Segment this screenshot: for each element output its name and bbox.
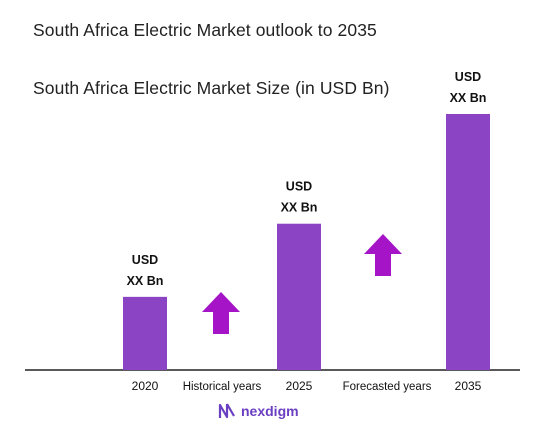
x-tick-label-2035: 2035 xyxy=(455,379,482,393)
data-label-2035-line1: USD xyxy=(455,70,481,84)
bar-2025 xyxy=(277,223,321,370)
data-label-2020-line2: XX Bn xyxy=(127,274,164,288)
x-tick-label-2020: 2020 xyxy=(132,379,159,393)
trend-arrow-up-icon xyxy=(202,292,240,334)
trend-arrow-up-icon xyxy=(364,234,402,276)
data-label-2025-line1: USD xyxy=(286,180,312,194)
brand-name: nexdigm xyxy=(241,403,299,419)
brand-logo: nexdigm xyxy=(217,402,299,420)
period-label-2: Forecasted years xyxy=(343,381,432,393)
period-label-1: Historical years xyxy=(183,381,262,393)
x-tick-label-2025: 2025 xyxy=(286,379,313,393)
data-label-2035-line2: XX Bn xyxy=(450,91,487,105)
chart-title: South Africa Electric Market outlook to … xyxy=(33,20,377,40)
nexdigm-logo-icon xyxy=(218,403,235,419)
chart-subtitle: South Africa Electric Market Size (in US… xyxy=(33,78,390,98)
data-label-2025-line2: XX Bn xyxy=(281,201,318,215)
bar-2035 xyxy=(446,114,490,370)
bar-2020 xyxy=(123,296,167,370)
data-label-2020-line1: USD xyxy=(132,253,158,267)
